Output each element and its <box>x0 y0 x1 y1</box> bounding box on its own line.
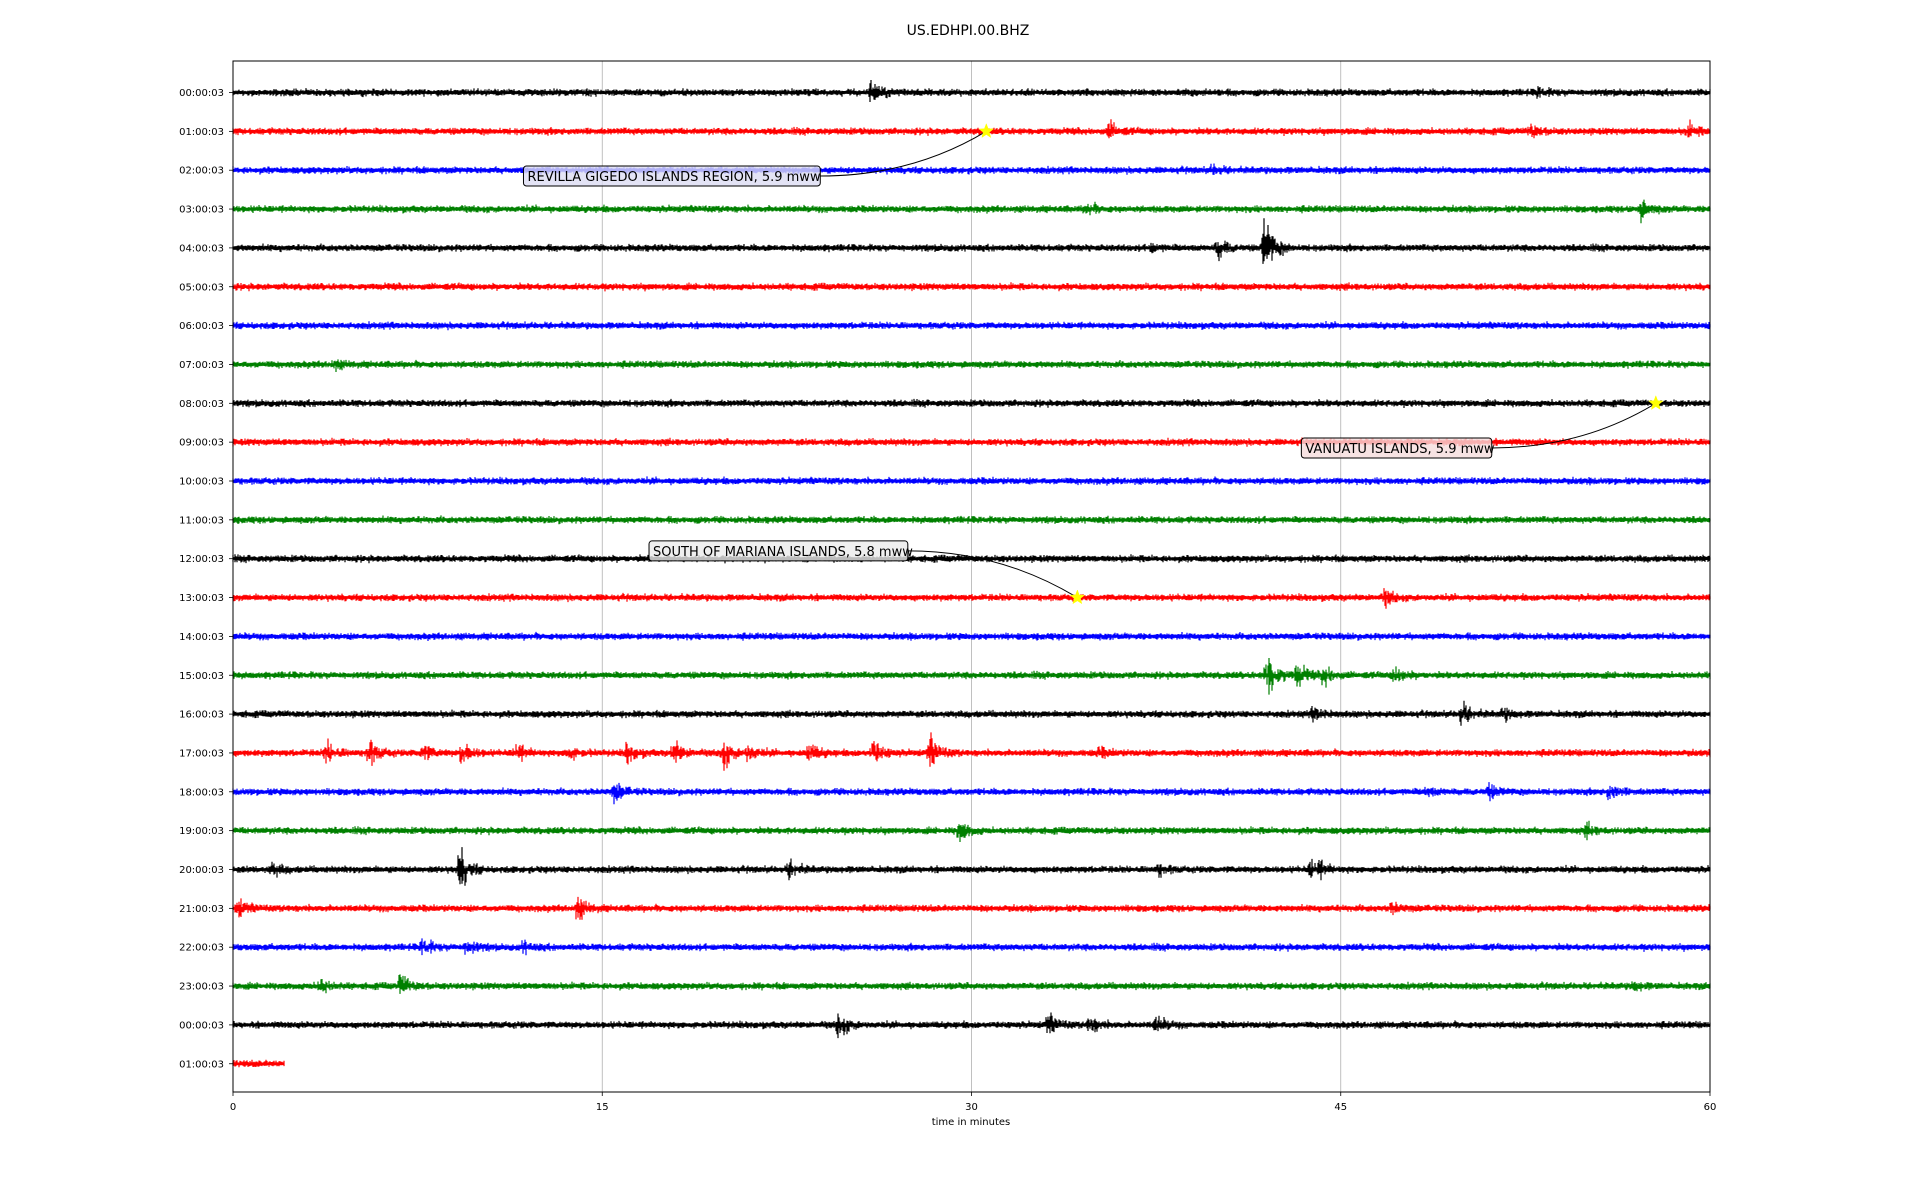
x-tick-label: 60 <box>1704 1102 1717 1113</box>
event-label-box <box>1300 437 1493 459</box>
y-tick-label: 22:00:03 <box>179 943 224 954</box>
y-tick-label: 03:00:03 <box>179 205 224 216</box>
y-tick-label: 05:00:03 <box>179 282 224 293</box>
y-tick-label: 08:00:03 <box>179 399 224 410</box>
event-connector <box>907 550 1078 598</box>
event-star-icon <box>1648 395 1664 410</box>
event-connector <box>820 130 987 177</box>
y-tick-label: 02:00:03 <box>179 166 224 177</box>
y-tick-label: 00:00:03 <box>179 88 224 99</box>
y-tick-label: 01:00:03 <box>179 127 224 138</box>
vertical-grid <box>601 61 1342 1092</box>
event-star-icon <box>978 123 995 138</box>
y-tick-label: 15:00:03 <box>179 671 224 682</box>
x-tick-label: 15 <box>596 1102 609 1113</box>
x-ticks: 0 15 30 45 60 <box>230 1092 1717 1113</box>
trace-row <box>232 398 1711 408</box>
event-annotations: REVILLA GIGEDO ISLANDS REGION, 5.9 mww VA… <box>522 123 1664 605</box>
event-annotation: SOUTH OF MARIANA ISLANDS, 5.8 mww <box>648 540 1086 605</box>
x-axis-label: time in minutes <box>932 1117 1011 1128</box>
event-star-icon <box>1069 589 1086 605</box>
y-tick-label: 09:00:03 <box>179 438 224 449</box>
y-tick-label: 12:00:03 <box>179 554 224 565</box>
x-tick-label: 45 <box>1334 1102 1347 1113</box>
event-annotation: VANUATU ISLANDS, 5.9 mww <box>1300 395 1664 459</box>
y-tick-label: 18:00:03 <box>179 787 224 798</box>
y-tick-label: 17:00:03 <box>179 748 224 759</box>
y-tick-label: 20:00:03 <box>179 865 224 876</box>
y-tick-label: 06:00:03 <box>179 321 224 332</box>
event-label: SOUTH OF MARIANA ISLANDS, 5.8 mww <box>653 545 913 560</box>
y-tick-label: 13:00:03 <box>179 593 224 604</box>
event-annotation: REVILLA GIGEDO ISLANDS REGION, 5.9 mww <box>522 123 995 187</box>
y-tick-label: 21:00:03 <box>179 904 224 915</box>
y-tick-label: 11:00:03 <box>179 515 224 526</box>
y-tick-label: 23:00:03 <box>179 982 224 993</box>
event-label-box <box>648 540 909 562</box>
y-tick-label: 16:00:03 <box>179 710 224 721</box>
event-label: REVILLA GIGEDO ISLANDS REGION, 5.9 mww <box>527 170 820 185</box>
y-tick-label: 14:00:03 <box>179 632 224 643</box>
y-tick-label: 10:00:03 <box>179 477 224 488</box>
y-tick-label: 04:00:03 <box>179 243 224 254</box>
x-tick-label: 0 <box>230 1102 236 1113</box>
y-tick-labels: 00:00:03 01:00:03 02:00:03 03:00:03 04:00:03… <box>179 88 233 1070</box>
y-tick-label: 01:00:03 <box>179 1059 224 1070</box>
event-connector <box>1491 402 1657 449</box>
y-tick-label: 00:00:03 <box>179 1020 224 1031</box>
chart-title: US.EDHPI.00.BHZ <box>907 23 1030 39</box>
event-label: VANUATU ISLANDS, 5.9 mww <box>1305 442 1495 457</box>
y-tick-label: 19:00:03 <box>179 826 224 837</box>
event-label-box <box>522 165 821 187</box>
y-tick-label: 07:00:03 <box>179 360 224 371</box>
x-tick-label: 30 <box>965 1102 978 1113</box>
trace-row <box>232 1059 285 1068</box>
